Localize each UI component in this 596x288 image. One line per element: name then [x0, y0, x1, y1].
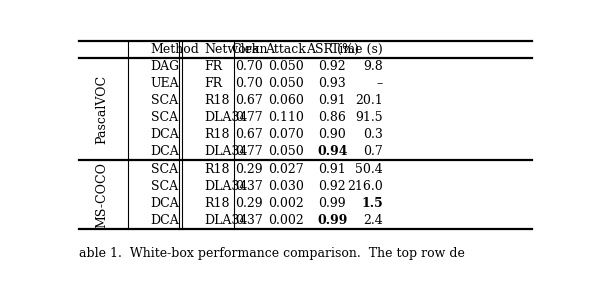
- Text: Attack: Attack: [265, 43, 306, 56]
- Text: DCA: DCA: [151, 197, 179, 210]
- Text: 91.5: 91.5: [355, 111, 383, 124]
- Text: 0.77: 0.77: [235, 145, 263, 158]
- Text: 0.110: 0.110: [268, 111, 303, 124]
- Text: able 1.  White-box performance comparison.  The top row de: able 1. White-box performance comparison…: [79, 247, 465, 260]
- Text: Time (s): Time (s): [331, 43, 383, 56]
- Text: PascalVOC: PascalVOC: [96, 75, 108, 144]
- Text: 0.92: 0.92: [318, 60, 346, 73]
- Text: 0.002: 0.002: [268, 197, 303, 210]
- Text: DCA: DCA: [151, 128, 179, 141]
- Text: 9.8: 9.8: [364, 60, 383, 73]
- Text: 0.86: 0.86: [318, 111, 346, 124]
- Text: 0.37: 0.37: [235, 214, 263, 227]
- Text: 2.4: 2.4: [364, 214, 383, 227]
- Text: 0.67: 0.67: [235, 128, 263, 141]
- Text: 0.050: 0.050: [268, 60, 303, 73]
- Text: Method: Method: [151, 43, 200, 56]
- Text: 0.37: 0.37: [235, 180, 263, 193]
- Text: UEA: UEA: [151, 77, 179, 90]
- Text: 216.0: 216.0: [347, 180, 383, 193]
- Text: 0.99: 0.99: [317, 214, 347, 227]
- Text: 20.1: 20.1: [355, 94, 383, 107]
- Text: SCA: SCA: [151, 180, 178, 193]
- Text: 0.90: 0.90: [318, 128, 346, 141]
- Text: 0.3: 0.3: [363, 128, 383, 141]
- Text: 0.29: 0.29: [235, 197, 263, 210]
- Text: 0.002: 0.002: [268, 214, 303, 227]
- Text: 0.050: 0.050: [268, 145, 303, 158]
- Text: 0.92: 0.92: [318, 180, 346, 193]
- Text: 1.5: 1.5: [361, 197, 383, 210]
- Text: –: –: [377, 77, 383, 90]
- Text: 0.70: 0.70: [235, 60, 263, 73]
- Text: 50.4: 50.4: [355, 163, 383, 176]
- Text: DLA34: DLA34: [205, 145, 248, 158]
- Text: FR: FR: [205, 77, 223, 90]
- Text: R18: R18: [205, 94, 230, 107]
- Text: 0.93: 0.93: [318, 77, 346, 90]
- Text: 0.94: 0.94: [317, 145, 347, 158]
- Text: 0.050: 0.050: [268, 77, 303, 90]
- Text: 0.7: 0.7: [364, 145, 383, 158]
- Text: ASR (%): ASR (%): [306, 43, 359, 56]
- Text: DCA: DCA: [151, 145, 179, 158]
- Text: R18: R18: [205, 163, 230, 176]
- Text: Clean: Clean: [231, 43, 268, 56]
- Text: DLA34: DLA34: [205, 180, 248, 193]
- Text: 0.29: 0.29: [235, 163, 263, 176]
- Text: SCA: SCA: [151, 111, 178, 124]
- Text: 0.070: 0.070: [268, 128, 303, 141]
- Text: MS-COCO: MS-COCO: [96, 162, 108, 228]
- Text: DLA34: DLA34: [205, 214, 248, 227]
- Text: R18: R18: [205, 197, 230, 210]
- Text: DLA34: DLA34: [205, 111, 248, 124]
- Text: Network: Network: [205, 43, 260, 56]
- Text: SCA: SCA: [151, 163, 178, 176]
- Text: DAG: DAG: [151, 60, 180, 73]
- Text: 0.91: 0.91: [318, 163, 346, 176]
- Text: 0.67: 0.67: [235, 94, 263, 107]
- Text: 0.030: 0.030: [268, 180, 303, 193]
- Text: 0.060: 0.060: [268, 94, 303, 107]
- Text: 0.77: 0.77: [235, 111, 263, 124]
- Text: DCA: DCA: [151, 214, 179, 227]
- Text: 0.91: 0.91: [318, 94, 346, 107]
- Text: 0.027: 0.027: [268, 163, 303, 176]
- Text: SCA: SCA: [151, 94, 178, 107]
- Text: R18: R18: [205, 128, 230, 141]
- Text: FR: FR: [205, 60, 223, 73]
- Text: 0.70: 0.70: [235, 77, 263, 90]
- Text: 0.99: 0.99: [318, 197, 346, 210]
